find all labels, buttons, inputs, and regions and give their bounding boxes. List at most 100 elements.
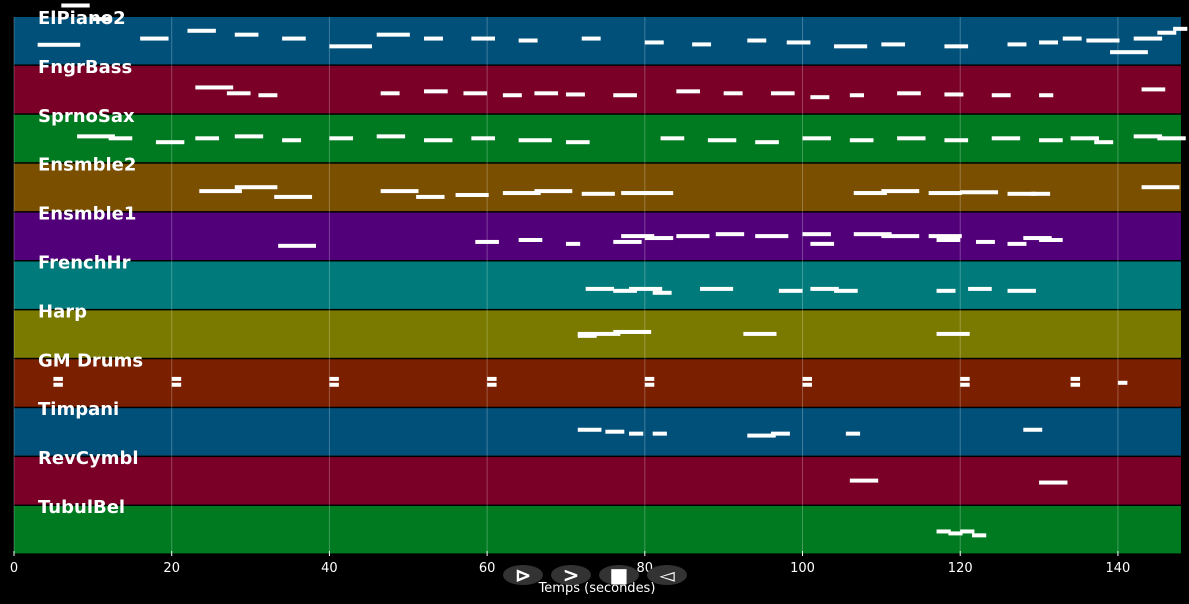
note [960, 190, 999, 195]
note [621, 234, 655, 239]
step-back-button[interactable]: ◅ [647, 563, 687, 587]
note [1070, 376, 1081, 381]
x-tick-label: 120 [948, 561, 973, 576]
note [234, 32, 259, 37]
note [1094, 140, 1114, 145]
x-tick-label: 0 [10, 561, 18, 576]
track-lane [14, 457, 1181, 505]
note [1039, 40, 1058, 45]
note [881, 234, 920, 239]
track-lane [14, 359, 1181, 407]
note [605, 429, 625, 434]
note-layer [37, 3, 1188, 538]
note [810, 286, 839, 291]
note [613, 288, 637, 293]
note [975, 239, 995, 244]
note [1070, 136, 1099, 141]
note [187, 28, 216, 33]
note [1007, 241, 1027, 246]
note [1086, 38, 1120, 43]
note [1070, 382, 1081, 387]
note [853, 191, 887, 196]
note [1141, 185, 1180, 190]
note [802, 376, 812, 381]
note [463, 91, 488, 96]
note [518, 237, 543, 242]
note [577, 427, 602, 432]
x-tick-label: 20 [163, 561, 180, 576]
track-label: Ensmble2 [38, 155, 136, 176]
step-back-button-bg[interactable] [647, 565, 687, 585]
note [834, 44, 868, 49]
note [1133, 36, 1163, 41]
note [810, 241, 835, 246]
note [881, 189, 920, 194]
step-forward-icon: ⊳ [515, 563, 532, 587]
stop-button[interactable]: ■ [599, 563, 639, 587]
note [644, 191, 674, 196]
note [53, 382, 63, 387]
note [960, 382, 970, 387]
play-button[interactable]: > [551, 563, 591, 587]
note [747, 38, 767, 43]
note [770, 91, 795, 96]
note [1007, 42, 1027, 47]
note [972, 533, 987, 538]
note [1039, 138, 1063, 143]
note [502, 93, 522, 98]
playback-controls[interactable]: ⊳ > ■ ◅ [503, 563, 687, 587]
note [577, 331, 621, 336]
track-label: FngrBass [38, 57, 132, 78]
track-lane [14, 163, 1181, 212]
note [743, 331, 777, 336]
note [471, 36, 495, 41]
track-lane [14, 506, 1181, 554]
note [991, 93, 1011, 98]
note [660, 136, 685, 141]
note [849, 138, 874, 143]
note [936, 237, 961, 242]
note [565, 241, 581, 246]
note [234, 185, 278, 190]
note [274, 194, 313, 199]
note [53, 376, 63, 381]
note [471, 136, 495, 141]
note [1039, 93, 1054, 98]
play-button-bg[interactable] [551, 565, 591, 585]
note [778, 288, 803, 293]
note [960, 376, 970, 381]
note [108, 136, 133, 141]
stop-button-bg[interactable] [599, 565, 639, 585]
step-forward-button[interactable]: ⊳ [503, 563, 543, 587]
note [948, 531, 963, 536]
note [644, 376, 655, 381]
track-label: RevCymbl [38, 448, 139, 469]
note [928, 191, 962, 196]
note [518, 38, 538, 43]
note [1023, 427, 1043, 432]
note [1007, 191, 1036, 196]
note [278, 243, 317, 248]
play-icon: > [563, 563, 580, 587]
note [692, 42, 712, 47]
step-forward-button-bg[interactable] [503, 565, 543, 585]
track-label: FrenchHr [38, 253, 131, 274]
note [1157, 30, 1177, 35]
track-lanes [14, 17, 1181, 554]
note [944, 92, 964, 97]
note [944, 138, 969, 143]
note [1031, 191, 1051, 196]
note [234, 134, 264, 139]
note [424, 36, 443, 41]
note [282, 138, 302, 143]
note [700, 286, 734, 291]
note [936, 331, 970, 336]
track-label: TubulBel [38, 497, 125, 518]
note [416, 194, 445, 199]
note [195, 136, 220, 141]
note [652, 431, 667, 436]
note [1133, 134, 1163, 139]
note [1007, 288, 1036, 293]
track-label: SprnoSax [38, 106, 135, 127]
